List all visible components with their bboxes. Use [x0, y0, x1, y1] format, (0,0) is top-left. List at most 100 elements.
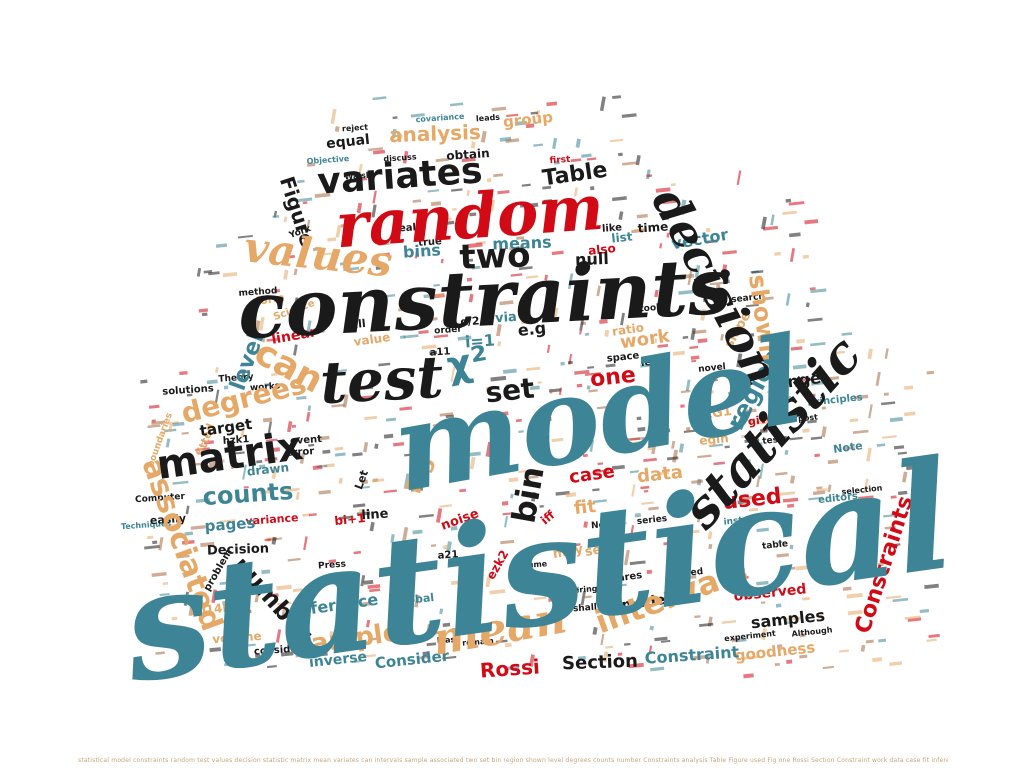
filler-mark	[875, 371, 881, 386]
filler-mark	[722, 264, 728, 273]
filler-mark	[275, 629, 282, 643]
filler-mark	[155, 651, 165, 655]
filler-mark	[516, 236, 525, 240]
filler-mark	[629, 560, 646, 566]
filler-mark	[338, 515, 354, 520]
word-global: global	[395, 591, 434, 608]
filler-mark	[600, 527, 607, 532]
filler-mark	[643, 489, 649, 493]
filler-mark	[669, 569, 686, 575]
filler-mark	[863, 478, 869, 494]
filler-mark	[420, 385, 426, 396]
filler-mark	[576, 383, 583, 388]
filler-mark	[207, 464, 219, 470]
filler-mark	[314, 192, 331, 198]
filler-mark	[504, 515, 509, 528]
filler-mark	[645, 599, 662, 604]
filler-mark	[262, 417, 273, 423]
filler-mark	[427, 189, 440, 193]
filler-mark	[629, 601, 644, 606]
filler-mark	[666, 456, 679, 461]
filler-mark	[298, 298, 303, 304]
filler-mark	[804, 219, 819, 225]
word-discuss: discuss	[383, 152, 417, 163]
filler-mark	[195, 498, 211, 503]
filler-mark	[543, 199, 553, 204]
filler-mark	[296, 395, 307, 400]
filler-mark	[439, 504, 452, 508]
filler-mark	[184, 531, 194, 536]
filler-mark	[917, 541, 921, 547]
filler-mark	[637, 426, 646, 432]
filler-mark	[320, 322, 327, 333]
filler-mark	[254, 594, 260, 603]
filler-mark	[306, 320, 312, 333]
filler-mark	[646, 569, 653, 575]
filler-mark	[480, 130, 487, 143]
filler-mark	[418, 568, 427, 571]
filler-mark	[829, 376, 840, 381]
filler-mark	[358, 508, 363, 517]
filler-mark	[369, 588, 381, 593]
filler-mark	[923, 501, 929, 509]
filler-mark	[890, 495, 897, 499]
filler-mark	[254, 320, 261, 334]
filler-mark	[732, 568, 746, 573]
filler-mark	[647, 446, 653, 451]
filler-mark	[748, 507, 759, 512]
filler-mark	[677, 563, 682, 568]
filler-mark	[408, 568, 413, 576]
filler-mark	[926, 370, 935, 375]
filler-mark	[634, 286, 638, 292]
filler-mark	[647, 393, 658, 398]
filler-mark	[165, 438, 171, 448]
filler-mark	[575, 543, 581, 547]
filler-mark	[859, 570, 868, 576]
filler-mark	[566, 209, 577, 213]
filler-mark	[827, 459, 839, 465]
filler-mark	[401, 620, 412, 625]
word-solutions: solutions	[162, 383, 214, 398]
word-also: also	[587, 241, 616, 258]
filler-mark	[878, 638, 887, 643]
filler-mark	[436, 508, 443, 523]
filler-mark	[518, 266, 533, 271]
filler-mark	[402, 150, 409, 164]
filler-mark	[230, 454, 236, 470]
filler-mark	[506, 113, 519, 118]
filler-mark	[414, 248, 419, 259]
filler-mark	[259, 489, 274, 495]
filler-mark	[421, 344, 437, 350]
filler-mark	[703, 298, 708, 303]
word-space: space	[606, 350, 640, 364]
filler-mark	[884, 525, 896, 530]
filler-mark	[657, 344, 669, 348]
word-order: order	[434, 325, 463, 337]
filler-mark	[584, 332, 590, 336]
filler-mark	[214, 389, 220, 403]
filler-mark	[298, 197, 313, 202]
filler-mark	[445, 414, 454, 419]
word-note: Note	[832, 439, 863, 456]
filler-mark	[530, 111, 538, 115]
filler-mark	[252, 588, 260, 592]
filler-mark	[490, 375, 507, 382]
filler-mark	[876, 443, 886, 447]
filler-mark	[491, 106, 507, 112]
word-2014b: 2014b	[188, 600, 232, 618]
filler-mark	[469, 212, 477, 217]
word-consider: consider	[254, 643, 303, 657]
filler-mark	[787, 503, 795, 508]
word-obtain: obtain	[446, 146, 490, 163]
filler-mark	[741, 495, 757, 501]
filler-mark	[588, 389, 598, 393]
word-less: less	[640, 356, 663, 369]
filler-mark	[729, 576, 739, 581]
filler-mark	[756, 527, 769, 533]
filler-mark	[582, 453, 588, 458]
filler-mark	[599, 586, 609, 590]
filler-mark	[548, 597, 559, 602]
filler-mark	[239, 369, 251, 374]
filler-mark	[629, 470, 639, 474]
filler-mark	[509, 609, 515, 622]
